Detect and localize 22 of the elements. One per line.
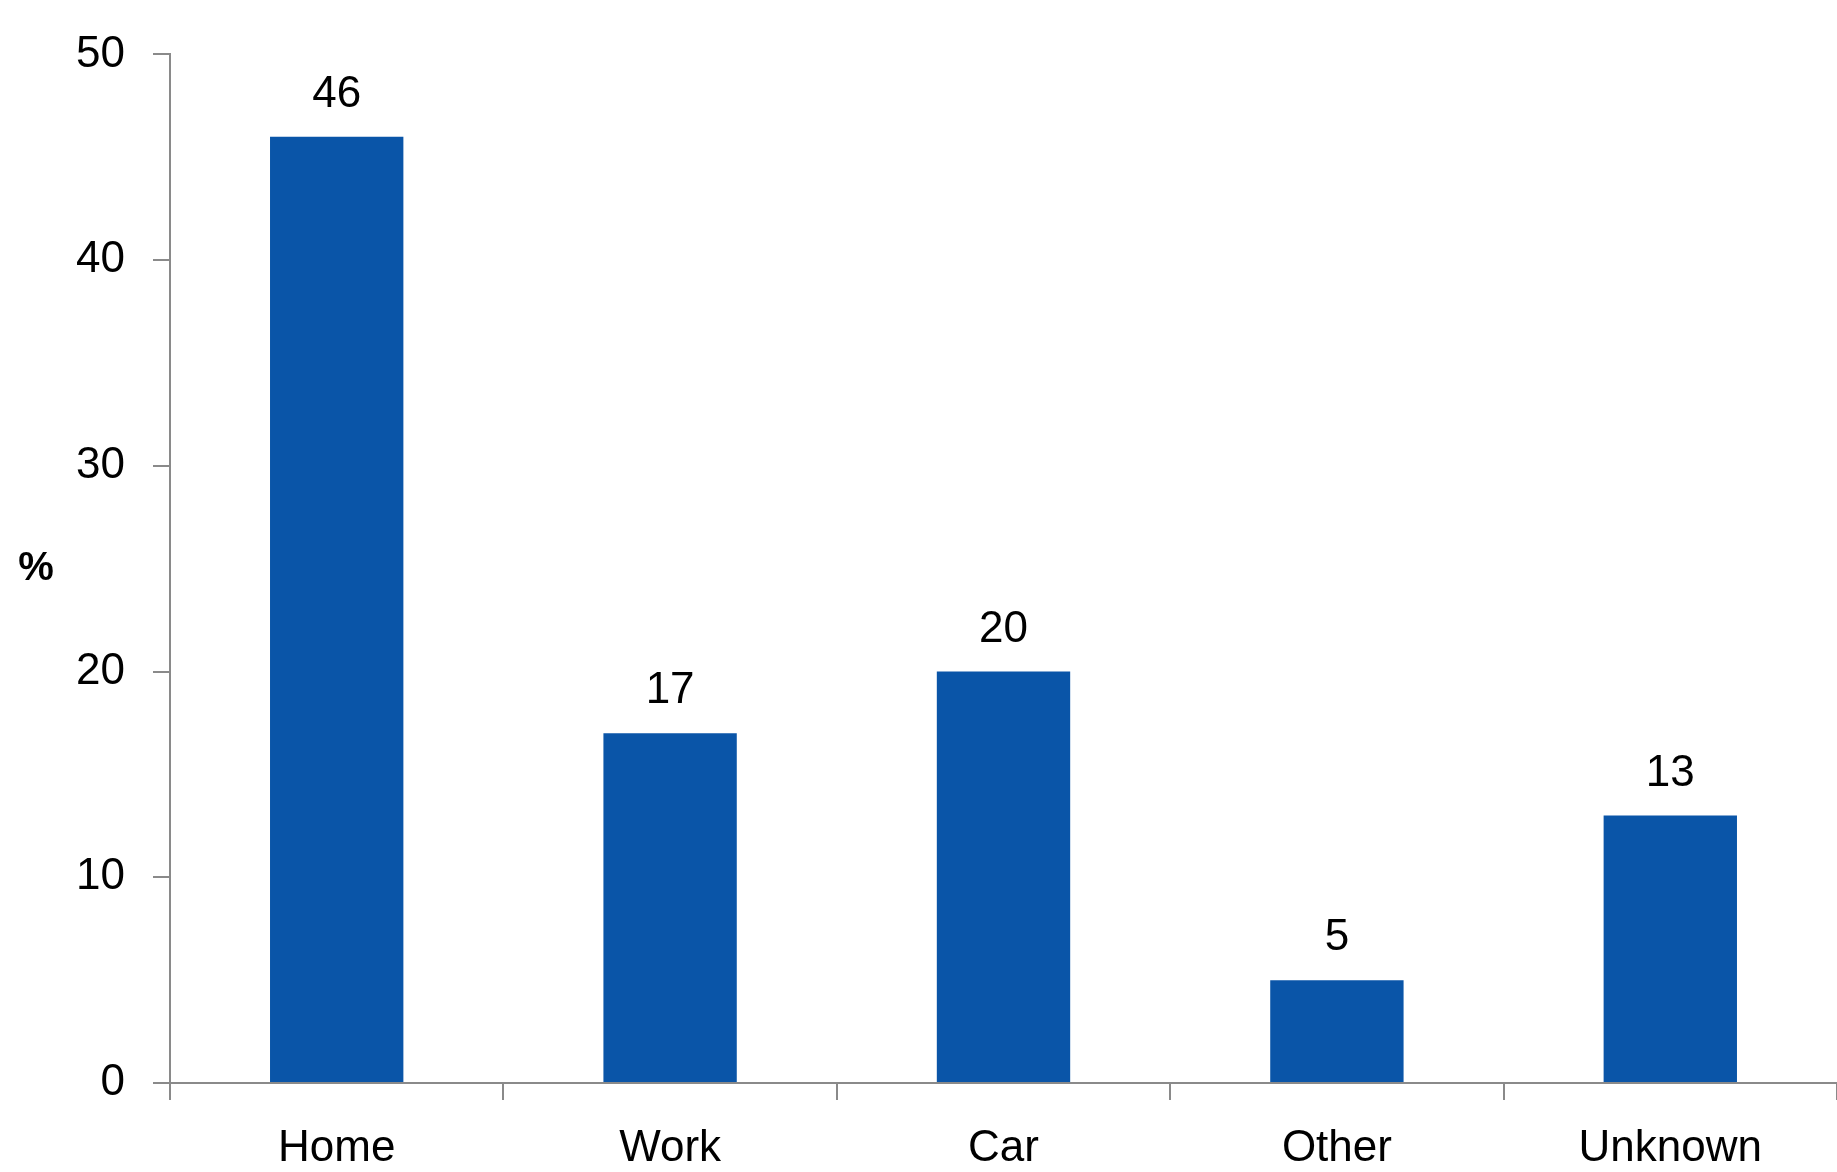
- bar: [936, 671, 1071, 1082]
- data-label: 46: [312, 66, 362, 116]
- data-label: 20: [979, 601, 1028, 651]
- bar: [1603, 815, 1737, 1082]
- x-tick-label: Home: [278, 1120, 396, 1170]
- x-tick-label: Work: [619, 1120, 723, 1170]
- data-label: 13: [1645, 745, 1695, 795]
- y-tick-label: 0: [100, 1055, 125, 1105]
- bar: [1270, 980, 1404, 1082]
- data-label: 17: [645, 663, 695, 713]
- bar: [603, 733, 737, 1082]
- bar: [270, 136, 404, 1082]
- y-tick-label: 20: [76, 643, 125, 693]
- data-label: 5: [1324, 910, 1350, 960]
- y-tick-label: 10: [76, 849, 125, 899]
- x-tick-label: Unknown: [1578, 1120, 1763, 1170]
- y-tick-label: 30: [76, 437, 125, 487]
- x-tick-label: Other: [1281, 1120, 1392, 1170]
- y-tick-label: 40: [76, 232, 125, 282]
- y-axis-title: %: [18, 543, 54, 588]
- y-tick-label: 50: [76, 26, 125, 76]
- x-tick-label: Car: [968, 1120, 1039, 1170]
